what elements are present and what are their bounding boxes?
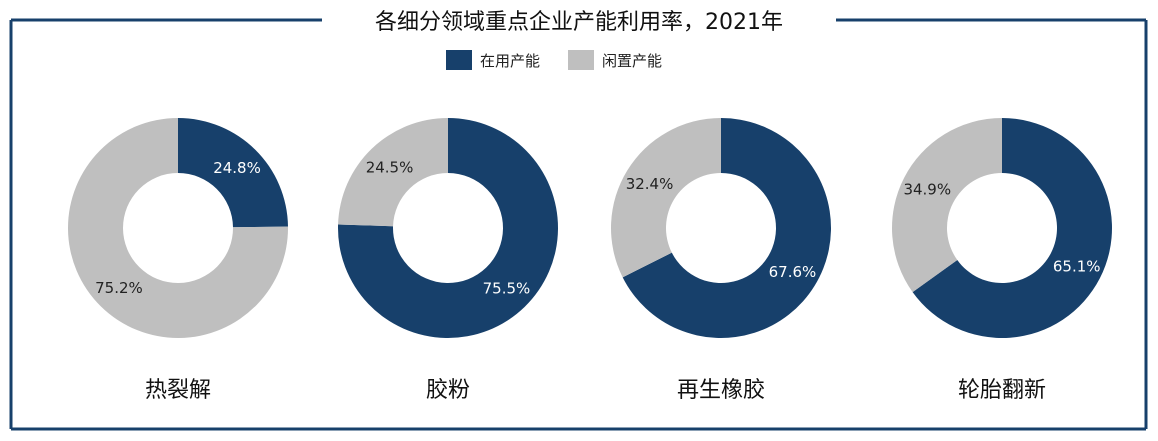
chart-title: 各细分领域重点企业产能利用率，2021年 [375, 10, 783, 35]
category-label: 再生橡胶 [677, 378, 765, 403]
data-label-idle: 32.4% [626, 175, 674, 193]
legend-label-idle: 闲置产能 [602, 52, 662, 70]
data-label-idle: 75.2% [95, 279, 143, 297]
legend-swatch-idle [568, 50, 594, 70]
slice-idle [610, 118, 721, 278]
data-label-used: 75.5% [483, 279, 531, 297]
data-label-idle: 34.9% [903, 181, 951, 199]
legend-swatch-used [446, 50, 472, 70]
donut-chart-2: 75.5% 24.5% 胶粉 [338, 118, 558, 403]
slice-used [622, 118, 831, 338]
donut-chart-4: 65.1% 34.9% 轮胎翻新 [892, 118, 1113, 403]
category-label: 轮胎翻新 [958, 378, 1046, 403]
category-label: 胶粉 [426, 378, 470, 403]
slice-idle [892, 118, 1002, 293]
slice-used [178, 118, 288, 228]
slice-used [912, 118, 1113, 338]
legend: 在用产能 闲置产能 [446, 50, 662, 70]
data-label-idle: 24.5% [366, 159, 414, 177]
category-label: 热裂解 [145, 378, 211, 403]
donut-chart-1: 24.8% 75.2% 热裂解 [67, 118, 288, 403]
legend-label-used: 在用产能 [480, 52, 540, 70]
data-label-used: 65.1% [1053, 257, 1101, 275]
data-label-used: 24.8% [213, 159, 261, 177]
donut-chart-3: 67.6% 32.4% 再生橡胶 [610, 118, 831, 403]
data-label-used: 67.6% [769, 263, 817, 281]
slice-idle [338, 118, 448, 227]
slice-used [338, 118, 558, 338]
donut-charts: 24.8%75.2%热裂解75.5%24.5%胶粉67.6%32.4%再生橡胶6… [67, 118, 1113, 403]
slice-idle [67, 118, 288, 338]
